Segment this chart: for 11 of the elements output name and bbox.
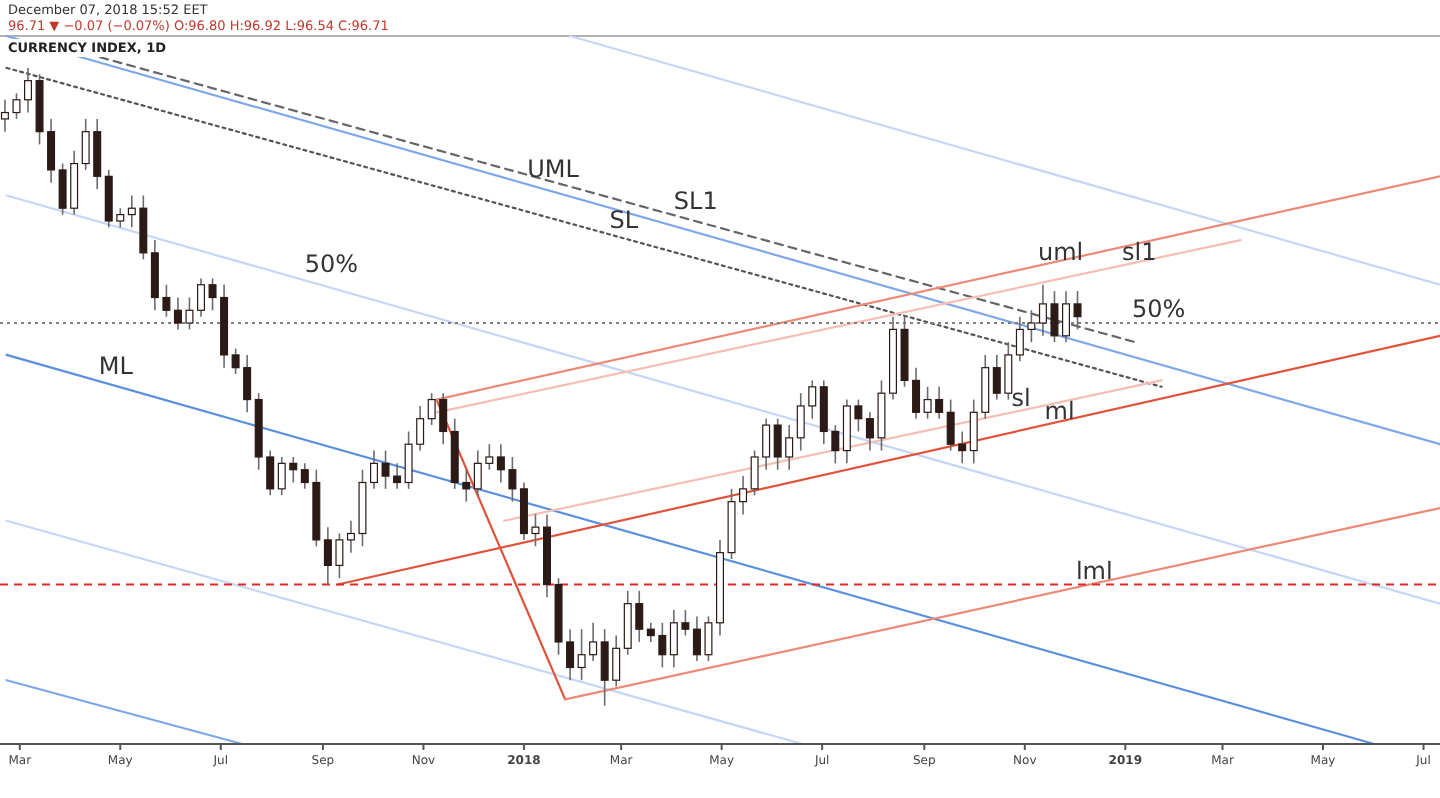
annotation: SL1 [673, 186, 718, 215]
annotation: ml [1044, 397, 1075, 426]
annotation: SL [609, 205, 639, 234]
annotation: UML [527, 154, 580, 183]
annotation: 50% [1131, 295, 1186, 324]
annotation: sl1 [1122, 237, 1157, 266]
annotation: uml [1037, 237, 1084, 266]
annotation: ML [98, 352, 134, 381]
annotation: lml [1075, 556, 1113, 585]
annotation: 50% [304, 250, 359, 279]
annotation: sl [1011, 384, 1031, 413]
